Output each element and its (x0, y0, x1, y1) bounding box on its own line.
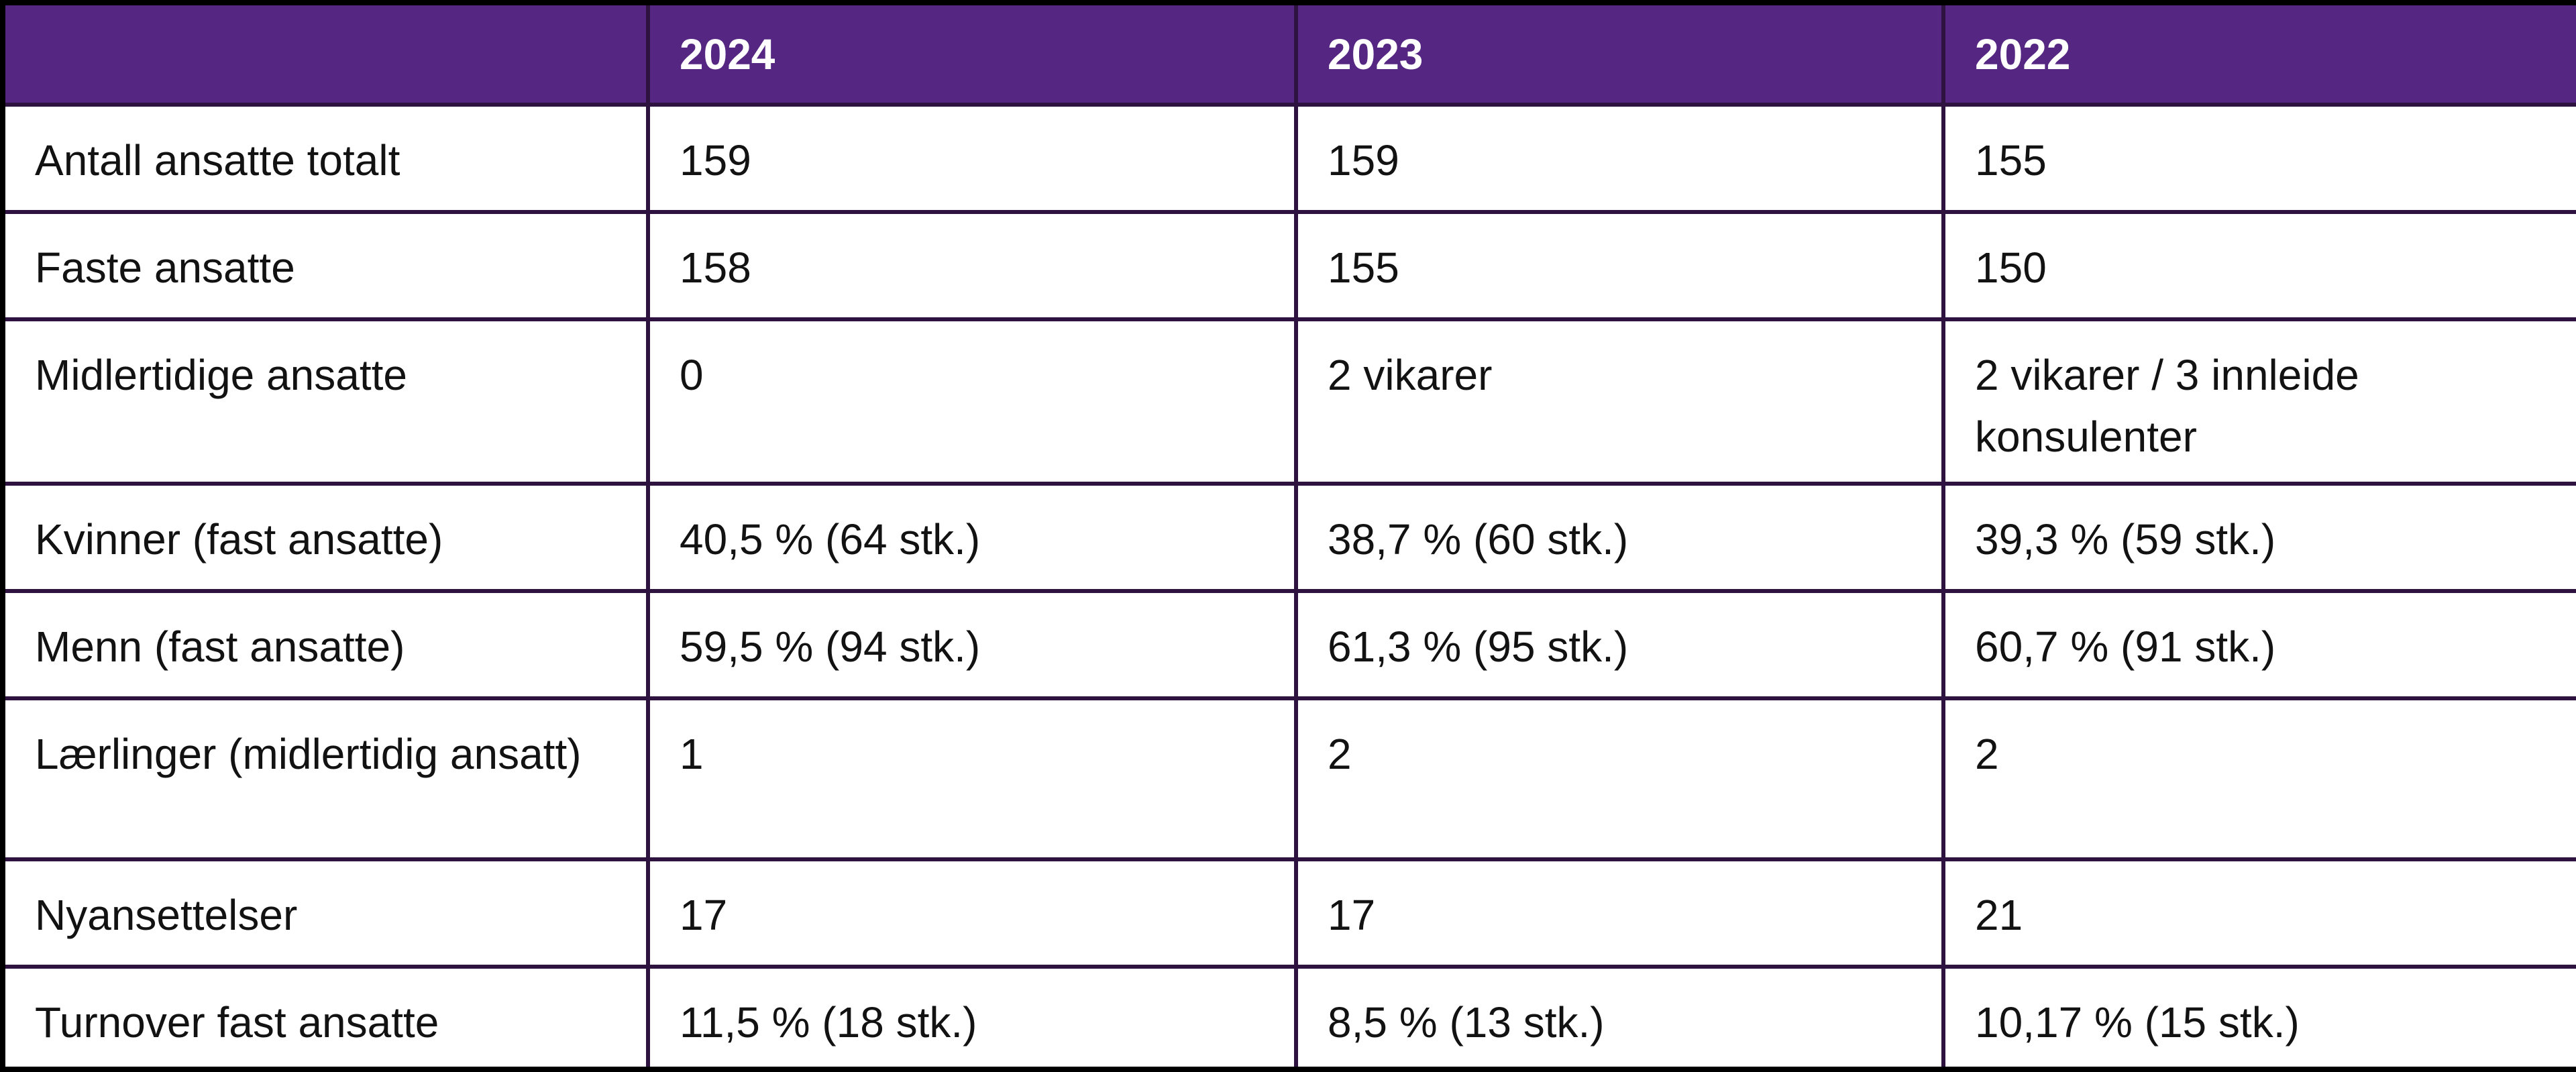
table-row-menn-fast-ansatte: Menn (fast ansatte) 59,5 % (94 stk.) 61,… (1, 588, 2576, 701)
row-label: Antall ansatte totalt (1, 102, 650, 215)
cell-value-2023: 17 (1294, 857, 1945, 969)
cell-value-2023: 155 (1294, 210, 1945, 322)
cell-value-2023: 2 vikarer (1294, 317, 1945, 486)
cell-value-2022: 150 (1941, 210, 2576, 322)
row-label: Lærlinger (midlertidig ansatt) (1, 696, 650, 861)
table-row-faste-ansatte: Faste ansatte 158 155 150 (1, 210, 2576, 322)
table-row-kvinner-fast-ansatte: Kvinner (fast ansatte) 40,5 % (64 stk.) … (1, 481, 2576, 593)
cell-value-2024: 159 (646, 102, 1298, 215)
header-cell-year-2023: 2023 (1294, 1, 1945, 107)
row-label: Midlertidige ansatte (1, 317, 650, 486)
cell-value-2023: 61,3 % (95 stk.) (1294, 588, 1945, 701)
table-row-nyansettelser: Nyansettelser 17 17 21 (1, 857, 2576, 969)
row-label: Kvinner (fast ansatte) (1, 481, 650, 593)
cell-value-2022: 60,7 % (91 stk.) (1941, 588, 2576, 701)
cell-value-2024: 0 (646, 317, 1298, 486)
cell-value-2022: 155 (1941, 102, 2576, 215)
cell-value-2023: 8,5 % (13 stk.) (1294, 964, 1945, 1072)
cell-value-2023: 159 (1294, 102, 1945, 215)
row-label: Menn (fast ansatte) (1, 588, 650, 701)
cell-value-2022: 2 (1941, 696, 2576, 861)
cell-value-2024: 59,5 % (94 stk.) (646, 588, 1298, 701)
cell-value-2022: 39,3 % (59 stk.) (1941, 481, 2576, 593)
cell-value-2023: 38,7 % (60 stk.) (1294, 481, 1945, 593)
header-cell-year-2022: 2022 (1941, 1, 2576, 107)
table-row-antall-ansatte-totalt: Antall ansatte totalt 159 159 155 (1, 102, 2576, 215)
cell-value-2022: 2 vikarer / 3 innleide konsulenter (1941, 317, 2576, 486)
row-label: Turnover fast ansatte (1, 964, 650, 1072)
cell-value-2024: 158 (646, 210, 1298, 322)
table-header-row: 2024 2023 2022 (1, 1, 2576, 107)
header-cell-year-2024: 2024 (646, 1, 1298, 107)
cell-value-2024: 1 (646, 696, 1298, 861)
row-label: Nyansettelser (1, 857, 650, 969)
table-row-midlertidige-ansatte: Midlertidige ansatte 0 2 vikarer 2 vikar… (1, 317, 2576, 486)
cell-value-2024: 40,5 % (64 stk.) (646, 481, 1298, 593)
header-cell-empty (1, 1, 650, 107)
cell-value-2022: 10,17 % (15 stk.) (1941, 964, 2576, 1072)
table-row-laerlinger: Lærlinger (midlertidig ansatt) 1 2 2 (1, 696, 2576, 861)
row-label: Faste ansatte (1, 210, 650, 322)
cell-value-2023: 2 (1294, 696, 1945, 861)
table-row-turnover-fast-ansatte: Turnover fast ansatte 11,5 % (18 stk.) 8… (1, 964, 2576, 1072)
cell-value-2024: 11,5 % (18 stk.) (646, 964, 1298, 1072)
cell-value-2024: 17 (646, 857, 1298, 969)
cell-value-2022: 21 (1941, 857, 2576, 969)
